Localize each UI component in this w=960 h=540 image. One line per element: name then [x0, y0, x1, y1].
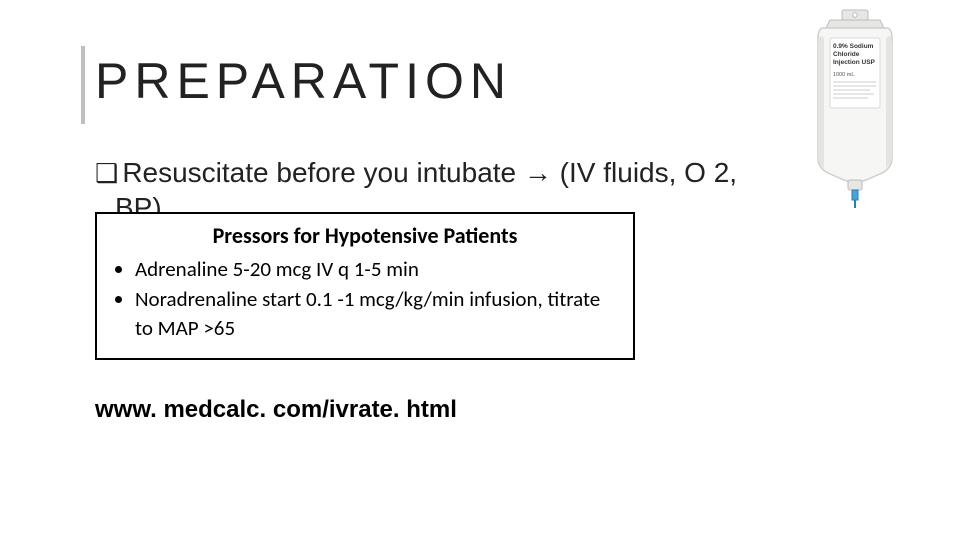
bullet-text-part2: (IV fluids, O 2, [552, 157, 737, 188]
title-rule [81, 46, 85, 124]
bag-label-sub: 1000 mL [833, 72, 854, 78]
slide-title: PREPARATION [95, 52, 512, 110]
checkbox-bullet-icon: ❑ [95, 157, 118, 190]
bag-label-line3: Injection USP [833, 59, 876, 66]
bullet-text-part1: Resuscitate before you intubate [122, 157, 524, 188]
iv-bag-image: 0.9% Sodium Chloride Injection USP 1000 … [800, 8, 910, 208]
reference-url: www. medcalc. com/ivrate. html [95, 396, 457, 424]
slide: PREPARATION ❑Resuscitate before you intu… [0, 0, 960, 540]
list-item: Adrenaline 5-20 mcg IV q 1-5 min [135, 255, 619, 283]
bullet-text: Resuscitate before you intubate → (IV fl… [122, 157, 737, 188]
pressor-box: Pressors for Hypotensive Patients Adrena… [95, 212, 635, 360]
list-item: Noradrenaline start 0.1 -1 mcg/kg/min in… [135, 285, 619, 342]
pressor-box-title: Pressors for Hypotensive Patients [111, 222, 619, 249]
bag-label-line2: Chloride [833, 51, 860, 58]
arrow-icon: → [524, 157, 552, 188]
pressor-list: Adrenaline 5-20 mcg IV q 1-5 min Noradre… [111, 255, 619, 342]
bag-label-line1: 0.9% Sodium [833, 43, 874, 50]
